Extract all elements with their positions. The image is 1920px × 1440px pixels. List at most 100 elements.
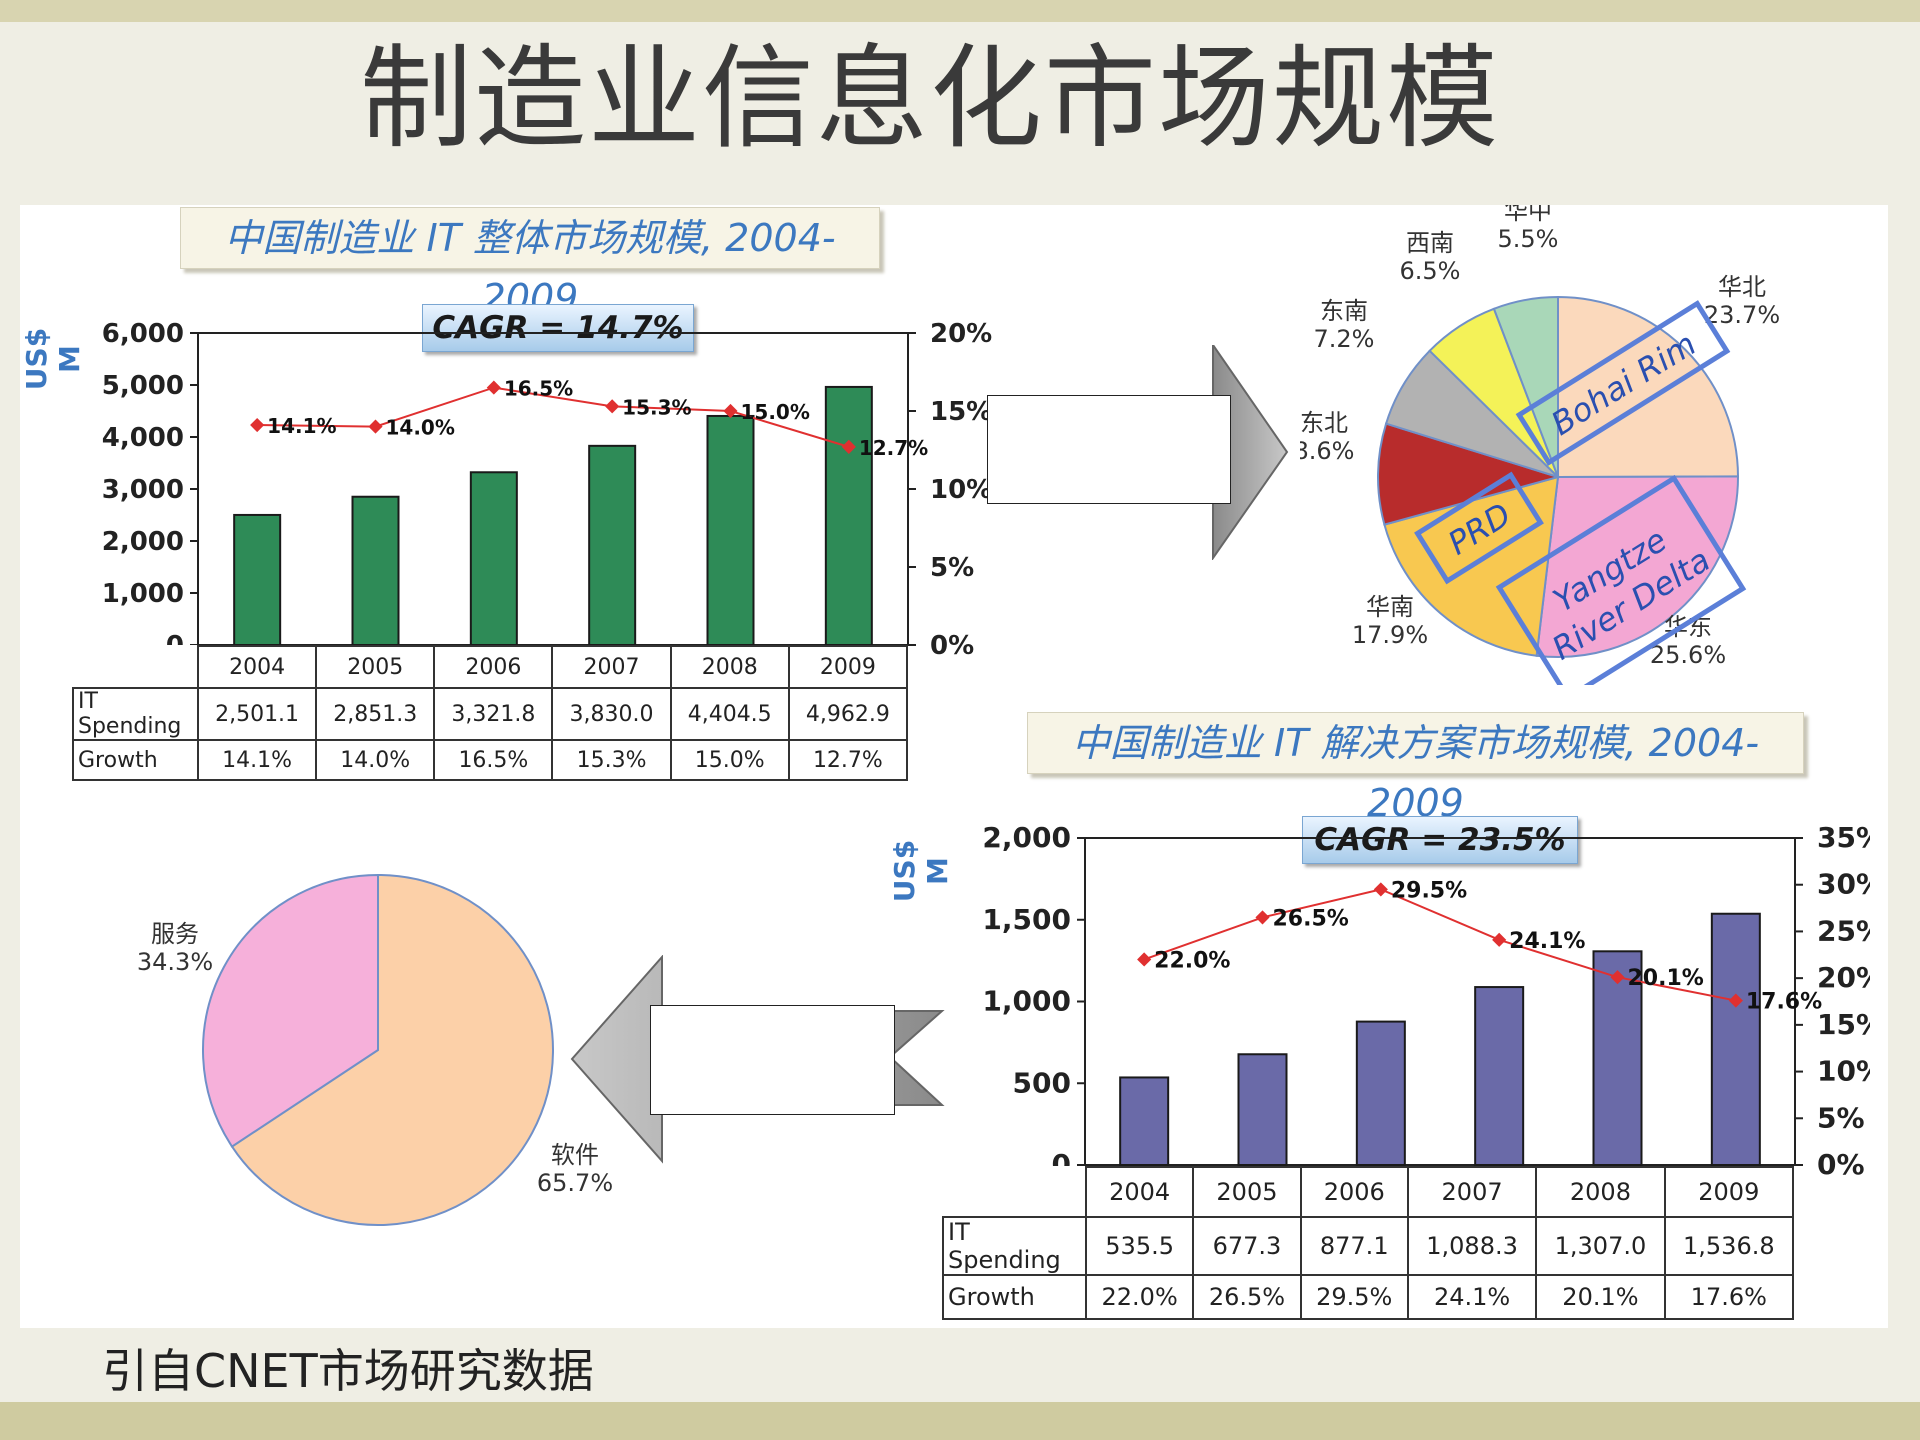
solutions-cagr-badge: CAGR = 23.5% — [1302, 816, 1578, 864]
growth-point — [486, 380, 501, 395]
growth-label: 15.3% — [622, 395, 691, 419]
growth-cell: 16.5% — [433, 739, 554, 781]
growth-label: 20.1% — [1628, 966, 1704, 991]
year-cell: 2009 — [1663, 1166, 1795, 1218]
region-box — [1414, 471, 1544, 585]
bottom-band — [0, 1402, 1920, 1440]
overall-year-row: 2004 2005 2006 2007 2008 2009 — [73, 645, 909, 689]
spending-cell: 4,404.5 — [669, 687, 790, 741]
pie-slice — [1557, 295, 1740, 479]
slice-value: 34.3% — [137, 948, 213, 976]
y2-tick-label: 10% — [1817, 1055, 1870, 1088]
y2-tick-label: 0% — [1817, 1148, 1865, 1181]
spending-cell: 3,830.0 — [551, 687, 672, 741]
growth-label: 24.1% — [1509, 929, 1585, 954]
y-tick-label: 5,000 — [102, 371, 184, 401]
growth-label: 14.0% — [386, 416, 455, 440]
year-cell: 2006 — [1299, 1166, 1409, 1218]
slice-value: 17.9% — [1352, 621, 1428, 649]
y-tick-label: 2,000 — [982, 822, 1071, 854]
solutions-growth-row: Growth 22.0% 26.5% 29.5% 24.1% 20.1% 17.… — [942, 1274, 1795, 1320]
overall-chart-title: 中国制造业 IT 整体市场规模, 2004-2009 — [180, 207, 880, 320]
overall-bar-chart: 01,0002,0003,0004,0005,0006,0000%5%10%15… — [102, 320, 992, 660]
growth-point — [368, 419, 383, 434]
growth-point — [841, 439, 856, 454]
solutions-year-row: 2004 2005 2006 2007 2008 2009 — [943, 1166, 1795, 1218]
spending-cell: 2,501.1 — [196, 687, 318, 741]
bar — [824, 385, 873, 646]
growth-label: 22.0% — [1154, 948, 1230, 973]
y2-tick-label: 5% — [1817, 1101, 1865, 1134]
y-tick-label: 4,000 — [102, 423, 184, 453]
growth-line — [1143, 888, 1737, 1002]
growth-cell: 26.5% — [1192, 1274, 1302, 1320]
spending-cell: 2,851.3 — [315, 687, 436, 741]
bar — [469, 471, 518, 646]
year-cell: 2004 — [196, 645, 318, 689]
y2-tick-label: 15% — [1817, 1008, 1870, 1041]
spending-cell: 535.5 — [1084, 1216, 1195, 1276]
bar — [1237, 1053, 1288, 1166]
bar — [233, 513, 282, 646]
y-tick-label: 3,000 — [102, 475, 184, 505]
slice-label: 服务 — [151, 920, 199, 948]
row-label: Growth — [942, 1274, 1087, 1320]
bar — [1592, 950, 1643, 1166]
growth-point — [1137, 952, 1152, 967]
solutions-bar-chart: 05001,0001,5002,0000%5%10%15%20%25%30%35… — [982, 822, 1870, 1181]
table-corner — [73, 646, 198, 688]
year-cell: 2008 — [1535, 1166, 1666, 1218]
solutions-data-table: 2004 2005 2006 2007 2008 2009 IT Spendin… — [942, 1166, 1795, 1320]
overall-growth-row: Growth 14.1% 14.0% 16.5% 15.3% 15.0% 12.… — [72, 739, 909, 781]
growth-label: 29.5% — [1391, 878, 1467, 903]
growth-cell: 14.1% — [196, 739, 318, 781]
growth-point — [1610, 970, 1625, 985]
y2-tick-label: 10% — [930, 475, 992, 505]
year-cell: 2004 — [1084, 1166, 1195, 1218]
growth-point — [250, 417, 265, 433]
bar — [1119, 1076, 1170, 1167]
growth-cell: 22.0% — [1084, 1274, 1195, 1320]
pie-slice — [1492, 295, 1559, 478]
growth-point — [723, 403, 738, 419]
growth-cell: 15.3% — [551, 739, 672, 781]
year-cell: 2007 — [551, 645, 672, 689]
growth-point — [605, 399, 620, 414]
bar — [588, 444, 637, 646]
spending-cell: 1,088.3 — [1406, 1216, 1538, 1276]
y2-tick-label: 20% — [930, 320, 992, 349]
table-corner — [943, 1167, 1086, 1217]
slice-label: 华东 — [1664, 613, 1712, 641]
growth-label: 17.6% — [1746, 990, 1822, 1015]
pie-slice — [230, 873, 554, 1226]
spending-cell: 877.1 — [1299, 1216, 1409, 1276]
y-tick-label: 6,000 — [102, 320, 184, 349]
y-tick-label: 1,000 — [982, 985, 1071, 1018]
slice-label: 华北 — [1718, 273, 1766, 301]
growth-cell: 24.1% — [1406, 1274, 1538, 1320]
slice-value: 65.7% — [537, 1169, 613, 1197]
slice-label: 东北 — [1300, 409, 1348, 437]
slide-title: 制造业信息化市场规模 — [360, 34, 1500, 164]
bar — [351, 495, 400, 646]
overall-data-table: 2004 2005 2006 2007 2008 2009 IT Spendin… — [72, 645, 909, 781]
solutions-spending-row: IT Spending 535.5 677.3 877.1 1,088.3 1,… — [942, 1216, 1795, 1276]
slice-value: 25.6% — [1650, 641, 1726, 669]
growth-label: 12.7% — [859, 436, 928, 460]
growth-cell: 20.1% — [1535, 1274, 1666, 1320]
row-label: IT Spending — [72, 687, 199, 741]
growth-label: 26.5% — [1273, 906, 1349, 931]
year-cell: 2005 — [1192, 1166, 1302, 1218]
spending-cell: 4,962.9 — [787, 687, 909, 741]
redacted-box — [987, 395, 1231, 504]
slice-label: 西南 — [1406, 229, 1454, 257]
redacted-box — [650, 1005, 895, 1115]
growth-label: 16.5% — [504, 377, 573, 401]
y-tick-label: 2,000 — [102, 527, 184, 557]
year-cell: 2009 — [787, 645, 909, 689]
growth-point — [1373, 882, 1388, 897]
slice-value: 23.7% — [1704, 301, 1780, 329]
bar — [1355, 1020, 1406, 1166]
y-tick-label: 1,000 — [102, 579, 184, 609]
